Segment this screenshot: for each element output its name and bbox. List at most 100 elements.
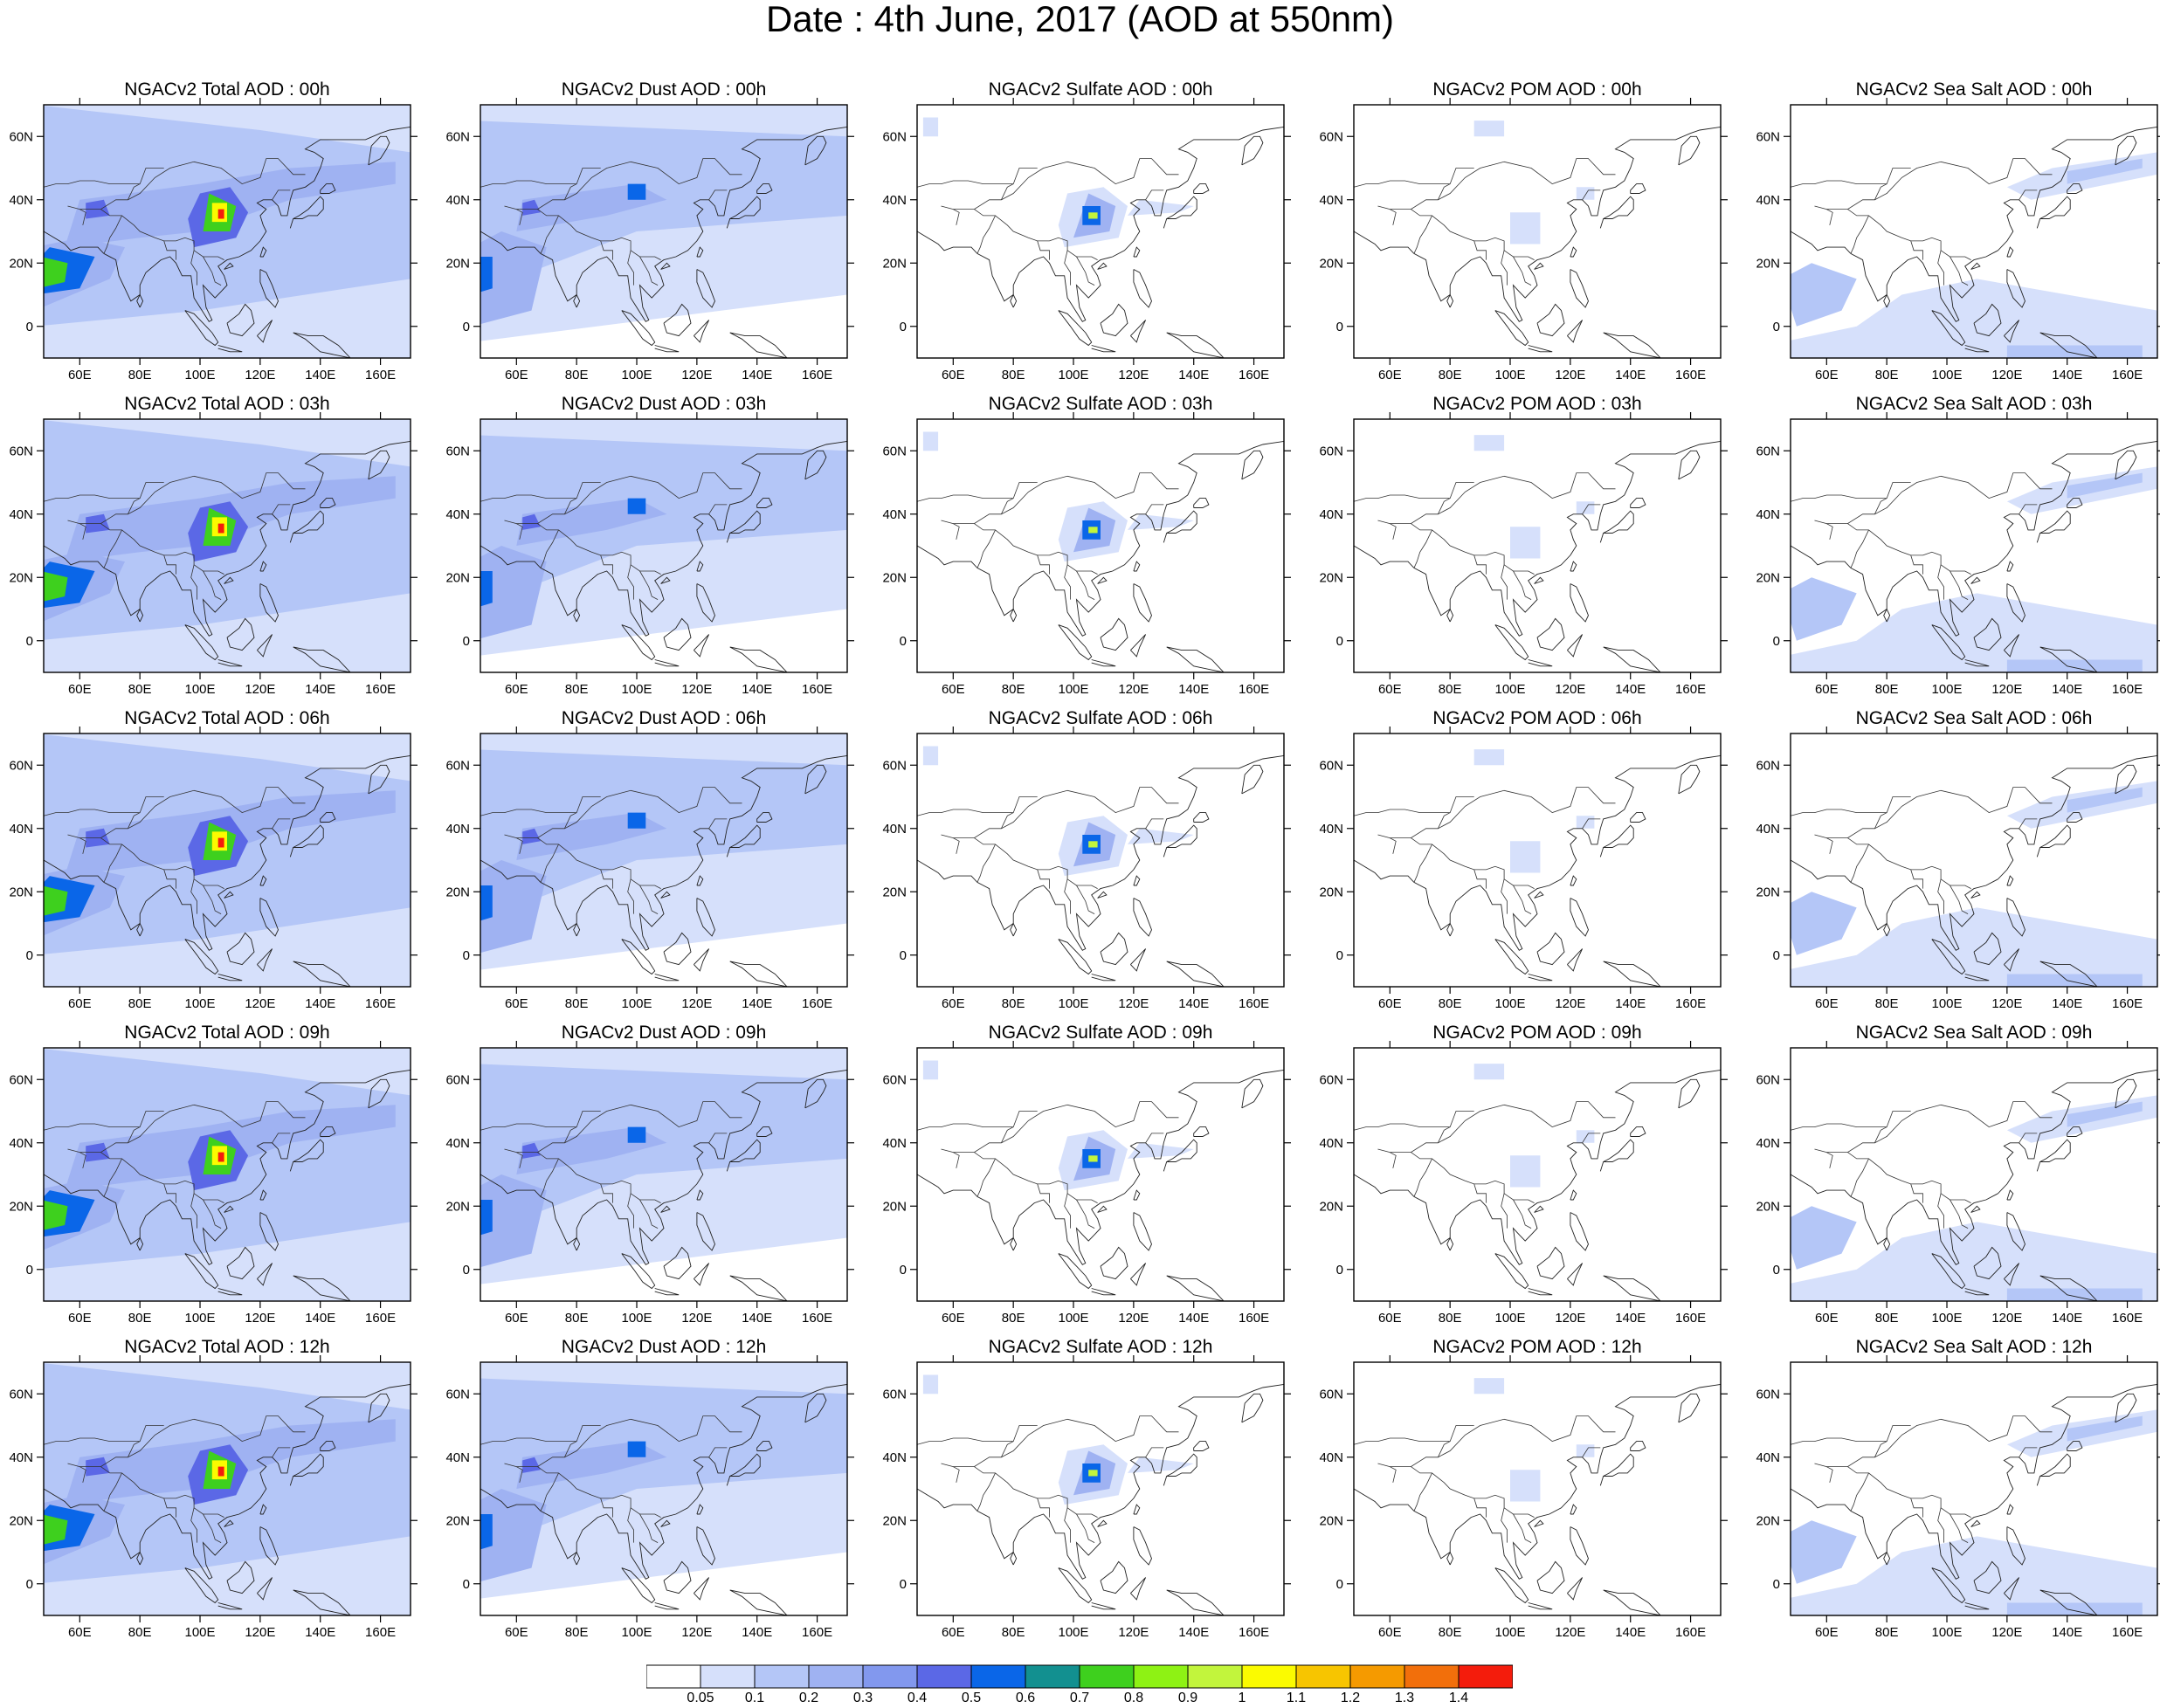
coastline — [573, 293, 581, 308]
coastline — [2039, 1589, 2098, 1615]
coastline — [1494, 939, 1529, 975]
x-tick-label: 80E — [1439, 368, 1462, 382]
x-tick-label: 100E — [1931, 1625, 1962, 1640]
coastline — [1091, 345, 1116, 353]
coastline — [1528, 1602, 1553, 1610]
country-border — [1847, 1152, 1971, 1203]
coastline — [1791, 440, 2157, 637]
colorbar-swatch — [808, 1664, 864, 1689]
x-tick-label: 120E — [1991, 996, 2022, 1011]
aod-contour — [1128, 828, 1194, 844]
panel-title: NGACv2 Total AOD : 03h — [124, 394, 330, 414]
country-border — [1814, 205, 1833, 225]
coastline — [2039, 646, 2098, 672]
coastline — [2004, 320, 2020, 343]
country-border — [917, 494, 1014, 502]
y-tick-label: 60N — [445, 129, 470, 144]
country-border — [163, 1183, 176, 1203]
plot-frame — [480, 418, 848, 673]
coastline — [1010, 293, 1018, 308]
coastline — [1603, 646, 1661, 672]
country-border — [2019, 189, 2038, 201]
country-border — [537, 209, 661, 260]
country-border — [1413, 844, 1432, 883]
y-tick-label: 20N — [1756, 1513, 1780, 1528]
coastline — [2006, 561, 2014, 572]
coastline — [293, 646, 351, 672]
country-border — [564, 168, 601, 200]
x-tick-label: 120E — [245, 368, 275, 382]
plot-frame — [480, 104, 848, 359]
country-border — [708, 189, 728, 201]
coastline — [1193, 1441, 1210, 1451]
coastline — [621, 624, 656, 661]
aod-map: 60E 80E 100E 120E 140E 160E 60N 40N 20N 0 — [1319, 412, 1728, 697]
y-tick-label: 40N — [882, 507, 907, 522]
country-border — [1076, 570, 1095, 600]
map-panel: NGACv2 POM AOD : 00h 60E 80E 100E 120E 140E 16… — [1319, 79, 1728, 382]
country-border — [708, 818, 728, 830]
country-border — [627, 1507, 634, 1543]
country-border — [44, 494, 141, 502]
coastline — [2067, 1126, 2083, 1137]
x-tick-label: 100E — [1058, 996, 1088, 1011]
x-tick-label: 160E — [2112, 682, 2143, 697]
coastline — [2039, 961, 2098, 987]
aod-contour — [1128, 513, 1194, 530]
colorbar-label: 1.3 — [1395, 1691, 1414, 1703]
coastline — [1534, 1519, 1544, 1527]
country-border — [1910, 1498, 1923, 1518]
country-border — [1076, 256, 1095, 286]
map-panel: NGACv2 Sulfate AOD : 09h 60E 80E 100E 120E 14… — [882, 1022, 1291, 1326]
y-tick-label: 40N — [445, 1450, 470, 1465]
y-tick-label: 0 — [1336, 1577, 1343, 1592]
x-tick-label: 160E — [802, 682, 832, 697]
y-tick-label: 20N — [9, 256, 33, 271]
plot-frame — [43, 1361, 411, 1616]
map-panel: NGACv2 Total AOD : 06h 60E 80E 100E 120E 140E… — [9, 707, 418, 1011]
aod-contour — [2067, 787, 2143, 813]
coastline — [259, 1189, 267, 1201]
coastline — [1599, 510, 1634, 543]
country-border — [564, 482, 601, 514]
y-tick-label: 0 — [26, 1577, 33, 1592]
country-border — [600, 554, 613, 575]
coastline — [756, 812, 773, 823]
x-tick-label: 80E — [565, 368, 589, 382]
coastline — [1570, 898, 1589, 937]
x-tick-label: 60E — [1815, 682, 1839, 697]
plot-frame — [1353, 418, 1722, 673]
x-tick-label: 80E — [128, 682, 152, 697]
y-tick-label: 40N — [882, 1136, 907, 1151]
coastline — [2036, 1139, 2071, 1172]
colorbar-swatch — [862, 1664, 918, 1689]
x-tick-label: 80E — [1875, 682, 1899, 697]
coastline — [259, 1504, 267, 1515]
country-border — [1076, 1199, 1095, 1229]
coastline — [1630, 183, 1646, 194]
aod-contour — [1791, 279, 2157, 358]
map-panel: NGACv2 Sulfate AOD : 06h 60E 80E 100E 120E 14… — [882, 707, 1291, 1011]
x-tick-label: 60E — [505, 368, 528, 382]
coastline — [1567, 320, 1584, 343]
coastline — [1446, 1236, 1454, 1251]
aod-contour — [1576, 187, 1595, 200]
country-border — [504, 1463, 523, 1483]
y-tick-label: 20N — [9, 885, 33, 899]
coastline — [1970, 891, 1981, 899]
coastline — [2006, 1212, 2025, 1251]
coastline — [1354, 126, 1721, 322]
aod-contour — [480, 435, 847, 606]
coastline — [2036, 510, 2071, 543]
y-tick-label: 0 — [1773, 1577, 1780, 1592]
coastline — [2039, 1275, 2098, 1301]
country-border — [953, 787, 1179, 838]
x-tick-label: 120E — [1555, 682, 1585, 697]
coastline — [368, 764, 390, 795]
y-tick-label: 20N — [445, 570, 470, 585]
aod-map: 60E 80E 100E 120E 140E 160E 60N 40N 20N 0 — [445, 727, 854, 1011]
coastline — [1678, 450, 1701, 480]
y-tick-label: 20N — [1319, 1199, 1343, 1214]
country-border — [67, 1463, 86, 1483]
x-tick-label: 120E — [1991, 1625, 2022, 1640]
